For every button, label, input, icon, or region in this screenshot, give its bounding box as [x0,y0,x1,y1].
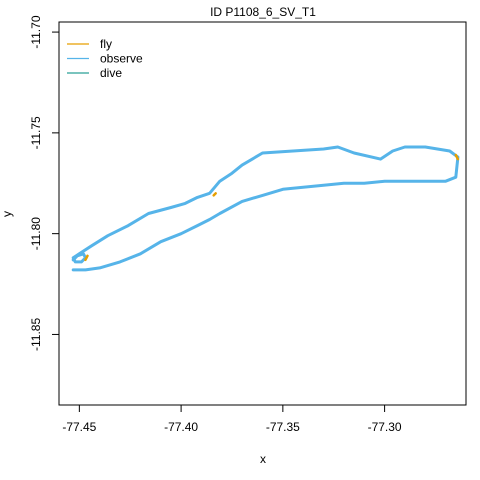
y-tick-label: -11.85 [29,318,43,351]
x-tick-label: -77.30 [368,420,402,434]
y-axis: -11.70 -11.75 -11.80 -11.85 [29,15,60,351]
legend-label-dive: dive [100,66,122,80]
legend-label-observe: observe [100,52,143,66]
series-observe-line [71,145,460,272]
y-tick-label: -11.70 [29,15,43,48]
x-tick-label: -77.35 [266,420,300,434]
data-layer [71,145,460,272]
y-axis-label: y [0,211,14,217]
x-axis-label: x [260,452,266,466]
legend-label-fly: fly [100,37,112,51]
y-tick-label: -11.80 [29,217,43,250]
x-tick-label: -77.45 [62,420,96,434]
series-fly-segment [212,192,217,197]
x-axis: -77.45 -77.40 -77.35 -77.30 [62,404,402,434]
chart-title: ID P1108_6_SV_T1 [210,5,316,19]
series-fly-segment [454,153,460,161]
series-fly-segment [84,254,89,262]
y-tick-label: -11.75 [29,116,43,149]
x-tick-label: -77.40 [164,420,198,434]
